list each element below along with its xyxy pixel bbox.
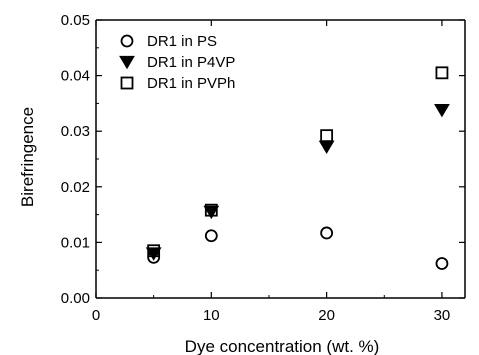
data-point — [204, 203, 218, 217]
y-axis-label: Birefringence — [18, 107, 37, 207]
x-tick-label: 20 — [318, 307, 335, 324]
data-point — [145, 247, 162, 261]
data-point — [320, 226, 334, 240]
x-axis-ticks: 0 10 20 30 — [92, 20, 450, 324]
y-tick-label: 0.04 — [61, 68, 90, 85]
legend-marker — [119, 55, 135, 70]
data-point — [204, 229, 218, 243]
x-tick-label: 10 — [203, 307, 220, 324]
legend-marker — [120, 76, 134, 90]
x-axis-label: Dye concentration (wt. %) — [185, 337, 380, 355]
y-tick-label: 0.03 — [61, 123, 90, 140]
legend-label: DR1 in P4VP — [147, 54, 235, 71]
legend-label: DR1 in PS — [147, 33, 217, 50]
data-point — [203, 205, 220, 220]
x-tick-label: 30 — [434, 307, 451, 324]
x-tick-label: 0 — [92, 307, 100, 324]
legend-label: DR1 in PVPh — [147, 75, 235, 92]
data-point — [147, 244, 161, 258]
data-point — [435, 66, 449, 80]
data-point — [320, 129, 334, 143]
data-point — [318, 140, 335, 155]
data-point — [434, 103, 450, 118]
y-tick-label: 0.00 — [61, 290, 90, 307]
y-tick-label: 0.01 — [61, 234, 90, 251]
legend-marker — [120, 34, 134, 48]
data-point — [435, 257, 449, 270]
data-points — [145, 66, 450, 270]
legend: DR1 in PS DR1 in P4VP DR1 in PVPh — [119, 33, 235, 92]
y-tick-label: 0.02 — [61, 179, 90, 196]
y-tick-label: 0.05 — [61, 12, 90, 29]
y-axis-ticks: 0.00 0.01 0.02 0.03 0.04 0.05 — [61, 12, 465, 307]
